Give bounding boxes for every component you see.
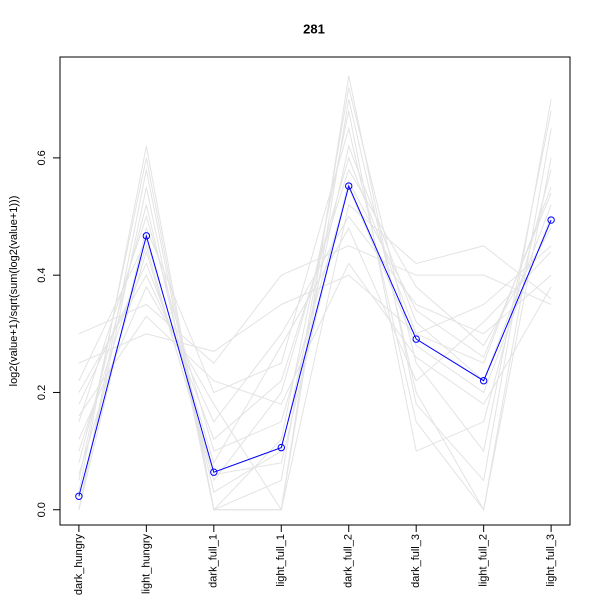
x-tick-label: light_full_1 [275,534,287,587]
x-tick-label: light_full_2 [478,534,490,587]
chart-title: 281 [303,21,325,36]
y-axis-label: log2(value+1)/sqrt(sum(log2(value+1))) [8,196,20,387]
series-line [78,110,552,511]
x-tick-label: dark_hungry [73,534,85,596]
series-line [78,179,552,476]
y-tick-label: 0.0 [36,502,48,517]
series-line [78,126,552,511]
x-tick-label: dark_full_3 [410,534,422,588]
series-line [78,262,552,417]
x-tick-label: light_hungry [140,534,152,594]
series-line [78,184,552,497]
point [210,468,218,476]
x-tick-label: light_full_3 [545,534,557,587]
point [75,492,83,500]
point [547,216,555,224]
series-line [78,144,552,493]
point [345,182,353,190]
x-tick-label: dark_full_2 [343,534,355,588]
plot-frame [59,56,571,526]
point [277,443,285,452]
series-line [78,227,552,465]
series-line [78,75,552,511]
series-line [78,87,552,511]
point [142,232,151,240]
series-line [78,245,552,364]
series-line [78,203,552,512]
point [412,335,420,343]
point [479,377,488,385]
y-tick-label: 0.4 [36,268,48,283]
y-tick-label: 0.6 [36,150,48,165]
x-tick-label: dark_full_1 [208,534,220,588]
y-tick-label: 0.2 [36,385,48,400]
